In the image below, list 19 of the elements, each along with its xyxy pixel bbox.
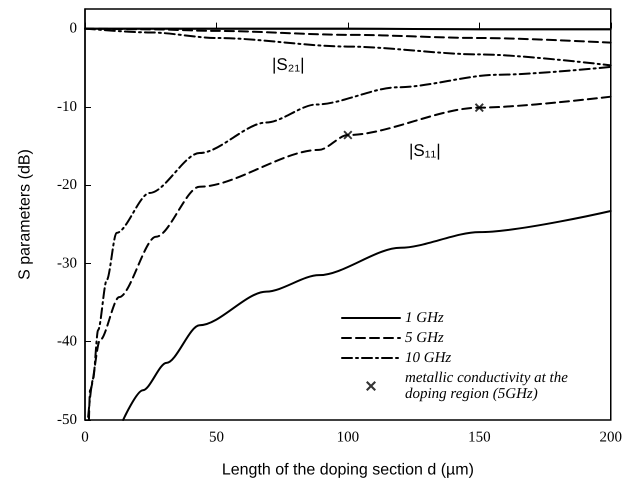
y-tick-label: -40: [57, 334, 77, 350]
legend-label: 10 GHz: [405, 350, 452, 366]
annotation: |S₂₁|: [272, 55, 305, 74]
x-tick-label: 50: [208, 430, 224, 446]
y-tick-label: -30: [57, 255, 77, 272]
y-tick-label: -50: [57, 412, 77, 428]
legend-label: 5 GHz: [405, 330, 444, 346]
annotation: |S₁₁|: [409, 141, 441, 160]
x-tick-label: 100: [336, 430, 360, 446]
legend-label: 1 GHz: [405, 310, 444, 326]
y-tick-label: -20: [57, 177, 77, 194]
x-tick-label: 200: [600, 430, 622, 446]
x-tick-label: 150: [468, 430, 491, 446]
legend-label: metallic conductivity at the doping region (5GHz): [405, 370, 572, 402]
y-tick-label: -10: [57, 98, 77, 115]
y-axis-title: S parameters (dB): [16, 149, 34, 280]
x-tick-label: 0: [81, 430, 89, 446]
x-axis-title: Length of the doping section d (µm): [222, 462, 474, 478]
y-tick-label: 0: [70, 20, 77, 37]
